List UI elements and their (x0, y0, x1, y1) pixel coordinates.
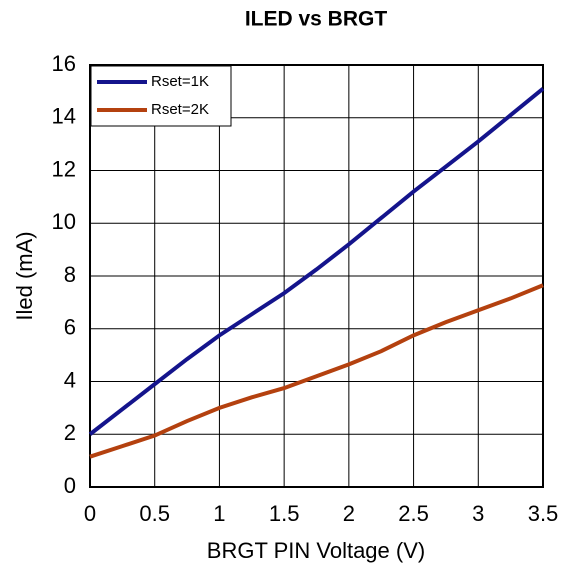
plot-frame (89, 64, 544, 488)
legend-box (90, 65, 232, 127)
legend-label: Rset=2K (151, 101, 209, 118)
y-tick-label: 16 (52, 51, 76, 76)
y-tick-label: 8 (64, 262, 76, 287)
y-axis-label: Iled (mA) (12, 231, 37, 320)
y-tick-label: 10 (52, 209, 76, 234)
chart-title: ILED vs BRGT (245, 8, 388, 31)
y-tick-label: 2 (64, 420, 76, 445)
y-tick-label: 4 (64, 367, 76, 392)
line-series (89, 283, 544, 459)
x-tick-label: 0 (84, 501, 96, 526)
x-tick-label: 2 (343, 501, 355, 526)
x-tick-label: 0.5 (139, 501, 170, 526)
legend-label: Rset=1K (151, 73, 209, 90)
x-axis-label: BRGT PIN Voltage (V) (207, 538, 425, 563)
x-tick-label: 2.5 (398, 501, 429, 526)
y-tick-label: 14 (52, 104, 76, 129)
x-tick-label: 1 (213, 501, 225, 526)
x-tick-label: 3.5 (528, 501, 559, 526)
x-tick-label: 1.5 (269, 501, 300, 526)
x-tick-label: 3 (472, 501, 484, 526)
line-series (88, 87, 545, 436)
y-tick-label: 12 (52, 156, 76, 181)
y-tick-label: 0 (64, 473, 76, 498)
y-tick-label: 6 (64, 315, 76, 340)
